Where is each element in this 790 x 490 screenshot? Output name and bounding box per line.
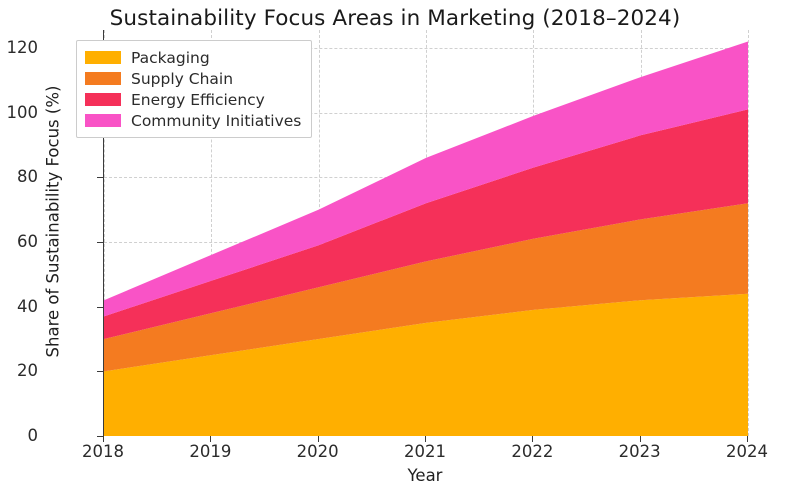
x-tick-label: 2019	[189, 442, 232, 461]
x-tick-mark	[639, 436, 641, 442]
x-axis-label: Year	[407, 466, 443, 485]
y-tick-mark	[97, 177, 103, 179]
x-tick-label: 2022	[511, 442, 554, 461]
legend-item-label: Supply Chain	[131, 69, 234, 88]
y-tick-label: 60	[17, 232, 38, 251]
y-tick-label: 100	[6, 102, 39, 122]
area-series	[104, 109, 748, 339]
x-tick-mark	[317, 436, 319, 442]
x-tick-mark	[210, 436, 212, 442]
legend-swatch-icon	[85, 72, 121, 85]
legend-item[interactable]: Energy Efficiency	[85, 89, 301, 110]
legend-item-label: Community Initiatives	[131, 111, 302, 130]
legend-item[interactable]: Packaging	[85, 47, 301, 68]
legend-swatch-icon	[85, 93, 121, 106]
x-tick-label: 2020	[296, 442, 339, 461]
stacked-areas	[104, 41, 748, 436]
x-tick-label: 2023	[618, 442, 661, 461]
area-series	[104, 203, 748, 372]
y-tick-label: 120	[6, 38, 39, 57]
area-series	[104, 293, 748, 436]
y-tick-label: 20	[17, 361, 38, 381]
y-tick-mark	[97, 371, 103, 373]
area-series	[104, 41, 748, 317]
y-tick-label: 0	[27, 426, 39, 445]
x-tick-mark	[103, 436, 104, 442]
legend-item-label: Energy Efficiency	[131, 90, 265, 109]
chart-title: Sustainability Focus Areas in Marketing …	[109, 6, 681, 31]
legend-item[interactable]: Community Initiatives	[85, 110, 301, 131]
gridline-vertical	[211, 30, 213, 436]
plot-inner	[104, 30, 749, 436]
legend-item[interactable]: Supply Chain	[85, 68, 301, 89]
legend-item-label: Packaging	[131, 48, 210, 67]
x-tick-mark	[425, 436, 426, 442]
x-tick-label: 2018	[82, 442, 124, 461]
y-axis-label: Share of Sustainability Focus (%)	[43, 85, 63, 358]
gridline-vertical	[104, 30, 105, 436]
plot-area	[103, 30, 749, 436]
x-tick-label: 2024	[726, 442, 768, 461]
x-tick-mark	[747, 436, 748, 442]
y-tick-label: 40	[17, 296, 38, 316]
gridline-vertical	[748, 30, 749, 436]
y-tick-mark	[97, 306, 103, 308]
y-tick-label: 80	[17, 167, 38, 187]
x-tick-label: 2021	[404, 442, 446, 461]
legend-swatch-icon	[85, 51, 121, 64]
chart-legend: Packaging Supply Chain Energy Efficiency Co…	[76, 40, 313, 138]
y-tick-mark	[97, 242, 103, 243]
x-tick-mark	[532, 436, 534, 442]
y-tick-mark	[97, 436, 103, 437]
legend-swatch-icon	[85, 114, 121, 127]
